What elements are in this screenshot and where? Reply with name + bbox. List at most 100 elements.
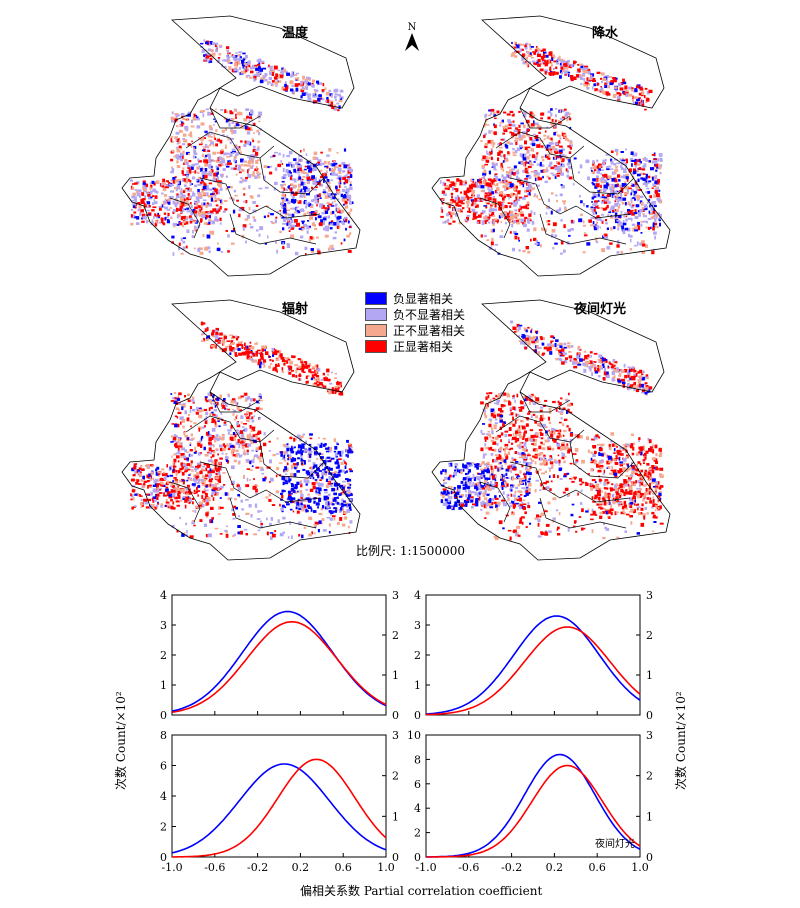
map-title-night-light: 夜间灯光 xyxy=(574,302,627,317)
legend-item: 负不显著相关 xyxy=(365,306,465,322)
series-line-red xyxy=(172,758,387,858)
legend-swatch xyxy=(365,291,387,305)
north-arrow: N xyxy=(405,22,419,51)
series-line-blue xyxy=(426,753,641,858)
x-tick-label: -0.6 xyxy=(204,861,225,874)
left-tick-label: 3 xyxy=(414,619,421,632)
scale-bar-text: 比例尺: 1:1500000 xyxy=(356,544,465,558)
map-outline xyxy=(431,15,671,277)
district-boundary xyxy=(509,177,631,219)
legend-item: 正显著相关 xyxy=(365,338,465,354)
legend-label: 正不显著相关 xyxy=(393,323,466,338)
left-tick-label: 6 xyxy=(414,778,421,791)
series-line-blue xyxy=(171,763,387,854)
right-tick-label: 2 xyxy=(392,629,399,642)
district-boundary xyxy=(495,131,585,159)
series-line-blue xyxy=(425,615,641,715)
chart-annotation: 夜间灯光 xyxy=(595,837,635,850)
series-line-red xyxy=(426,764,641,858)
legend-swatch xyxy=(365,339,387,353)
x-axis-label: 偏相关系数 Partial correlation coefficient xyxy=(300,884,543,898)
right-tick-label: 3 xyxy=(392,589,399,602)
chart-frame xyxy=(425,734,641,858)
series-line-red xyxy=(171,620,387,714)
right-tick-label: 3 xyxy=(646,589,653,602)
district-boundary xyxy=(199,461,321,503)
x-tick-label: -0.2 xyxy=(501,861,522,874)
map-outline xyxy=(121,15,361,277)
map-pixels xyxy=(130,39,354,256)
series-line-blue xyxy=(171,610,387,712)
left-tick-label: 1 xyxy=(160,679,167,692)
y-axis-label-left: 次数 Count/×10² xyxy=(114,691,128,790)
chart-panel: 0 2 4 6 8 0 1 2 3 -1.0 -0.6 -0.2 0.2 0.6 1.0 xyxy=(160,729,399,874)
district-boundary xyxy=(479,197,511,239)
left-tick-label: 2 xyxy=(414,649,421,662)
x-tick-label: -0.2 xyxy=(247,861,268,874)
x-tick-label: 0.6 xyxy=(334,861,352,874)
district-boundary xyxy=(569,157,635,195)
legend-swatch xyxy=(365,323,387,337)
map-temperature xyxy=(121,15,361,277)
map-title-radiation: 辐射 xyxy=(282,302,309,317)
x-tick-label: 0.2 xyxy=(546,861,564,874)
district-boundary xyxy=(209,391,261,413)
x-tick-label: 0.2 xyxy=(292,861,310,874)
district-boundary xyxy=(185,131,275,159)
right-tick-label: 0 xyxy=(646,709,653,722)
left-tick-label: 0 xyxy=(160,709,167,722)
left-tick-label: 3 xyxy=(160,619,167,632)
left-tick-label: 2 xyxy=(160,649,167,662)
map-outline xyxy=(121,299,361,561)
map-night-light xyxy=(431,299,671,561)
left-tick-label: 8 xyxy=(160,729,167,742)
right-tick-label: 1 xyxy=(646,669,653,682)
right-tick-label: 3 xyxy=(392,729,399,742)
legend-swatch xyxy=(365,307,387,321)
district-boundary xyxy=(229,497,317,529)
district-boundary xyxy=(209,107,261,129)
x-tick-label: 1.0 xyxy=(631,861,649,874)
right-tick-label: 0 xyxy=(392,851,399,864)
left-tick-label: 10 xyxy=(407,729,421,742)
legend: 负显著相关 负不显著相关 正不显著相关 正显著相关 xyxy=(365,290,465,354)
right-tick-label: 0 xyxy=(392,709,399,722)
legend-label: 负显著相关 xyxy=(393,291,454,306)
district-boundary xyxy=(259,441,325,479)
district-boundary xyxy=(169,481,201,523)
chart-panel: 0 1 2 3 4 0 1 2 3 xyxy=(160,589,399,722)
district-boundary xyxy=(569,441,635,479)
district-boundary xyxy=(519,391,571,413)
map-title-temperature: 温度 xyxy=(282,26,309,41)
district-boundary xyxy=(199,177,321,219)
map-precipitation xyxy=(431,15,671,277)
x-tick-label: -1.0 xyxy=(161,861,182,874)
left-tick-label: 4 xyxy=(160,790,167,803)
district-boundary xyxy=(495,415,585,443)
district-boundary xyxy=(519,107,571,129)
district-boundary xyxy=(509,461,631,503)
left-tick-label: 0 xyxy=(160,851,167,864)
map-pixels xyxy=(440,320,664,541)
left-tick-label: 8 xyxy=(414,753,421,766)
north-arrow-icon xyxy=(405,33,419,51)
x-tick-label: 0.6 xyxy=(588,861,606,874)
series-line-red xyxy=(426,626,641,716)
right-tick-label: 2 xyxy=(646,770,653,783)
right-tick-label: 2 xyxy=(392,770,399,783)
legend-item: 负显著相关 xyxy=(365,290,465,306)
district-boundary xyxy=(539,213,627,245)
district-boundary xyxy=(479,481,511,523)
map-pixels xyxy=(130,321,354,540)
left-tick-label: 6 xyxy=(160,760,167,773)
x-tick-label: 1.0 xyxy=(377,861,395,874)
y-axis-label-right: 次数 Count/×10² xyxy=(674,691,688,790)
right-tick-label: 1 xyxy=(392,810,399,823)
left-tick-label: 1 xyxy=(414,679,421,692)
left-tick-label: 4 xyxy=(414,589,421,602)
map-title-precipitation: 降水 xyxy=(592,26,619,41)
left-tick-label: 0 xyxy=(414,709,421,722)
right-tick-label: 2 xyxy=(646,629,653,642)
left-tick-label: 4 xyxy=(414,802,421,815)
